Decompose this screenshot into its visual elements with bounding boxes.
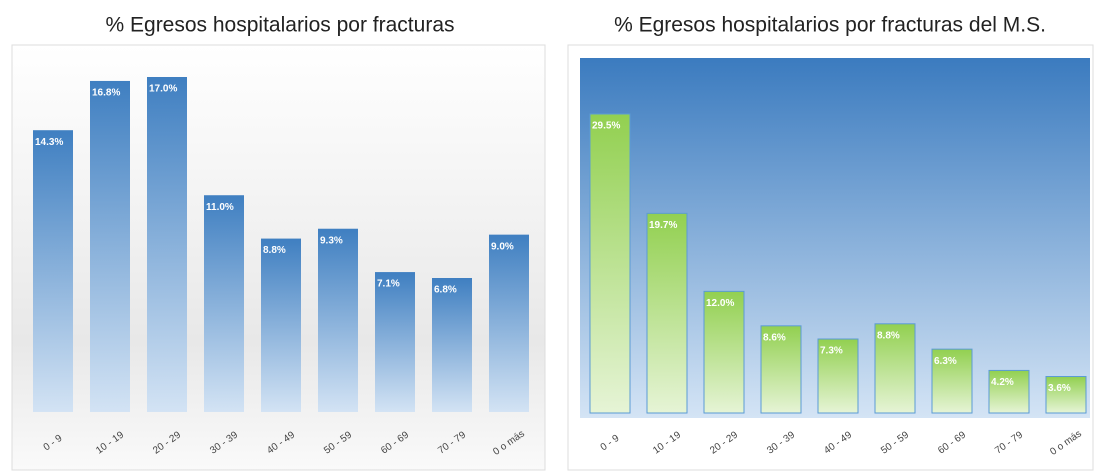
data-label: 9.3% xyxy=(320,235,343,246)
bar xyxy=(489,234,529,412)
bar xyxy=(703,290,745,414)
data-label: 8.8% xyxy=(877,330,900,341)
bar xyxy=(760,325,802,414)
data-label: 8.6% xyxy=(763,332,786,343)
bar xyxy=(261,238,301,412)
data-label: 14.3% xyxy=(35,137,63,148)
data-label: 6.3% xyxy=(934,356,957,367)
bar xyxy=(33,130,73,413)
bar xyxy=(931,348,973,414)
data-label: 19.7% xyxy=(649,220,677,231)
bar xyxy=(90,80,130,413)
bar xyxy=(432,278,472,412)
bar xyxy=(147,77,187,412)
data-label: 8.8% xyxy=(263,245,286,256)
bar xyxy=(646,212,688,414)
bar xyxy=(988,369,1030,414)
data-label: 9.0% xyxy=(491,241,514,252)
data-label: 17.0% xyxy=(149,84,177,95)
data-label: 3.6% xyxy=(1048,383,1071,394)
bar xyxy=(318,228,358,412)
bar xyxy=(1045,376,1087,414)
data-label: 7.3% xyxy=(820,346,843,357)
data-label: 4.2% xyxy=(991,377,1014,388)
data-label: 11.0% xyxy=(206,202,234,213)
bar xyxy=(589,113,631,414)
chart-title: % Egresos hospitalarios por fracturas xyxy=(106,14,455,37)
data-label: 6.8% xyxy=(434,285,457,296)
data-label: 29.5% xyxy=(592,121,620,132)
bar xyxy=(817,338,859,414)
data-label: 16.8% xyxy=(92,88,120,99)
bar xyxy=(874,323,916,414)
bar xyxy=(375,272,415,412)
data-label: 12.0% xyxy=(706,298,734,309)
bar xyxy=(204,195,244,412)
chart-title: % Egresos hospitalarios por fracturas de… xyxy=(614,14,1046,37)
data-label: 7.1% xyxy=(377,279,400,290)
